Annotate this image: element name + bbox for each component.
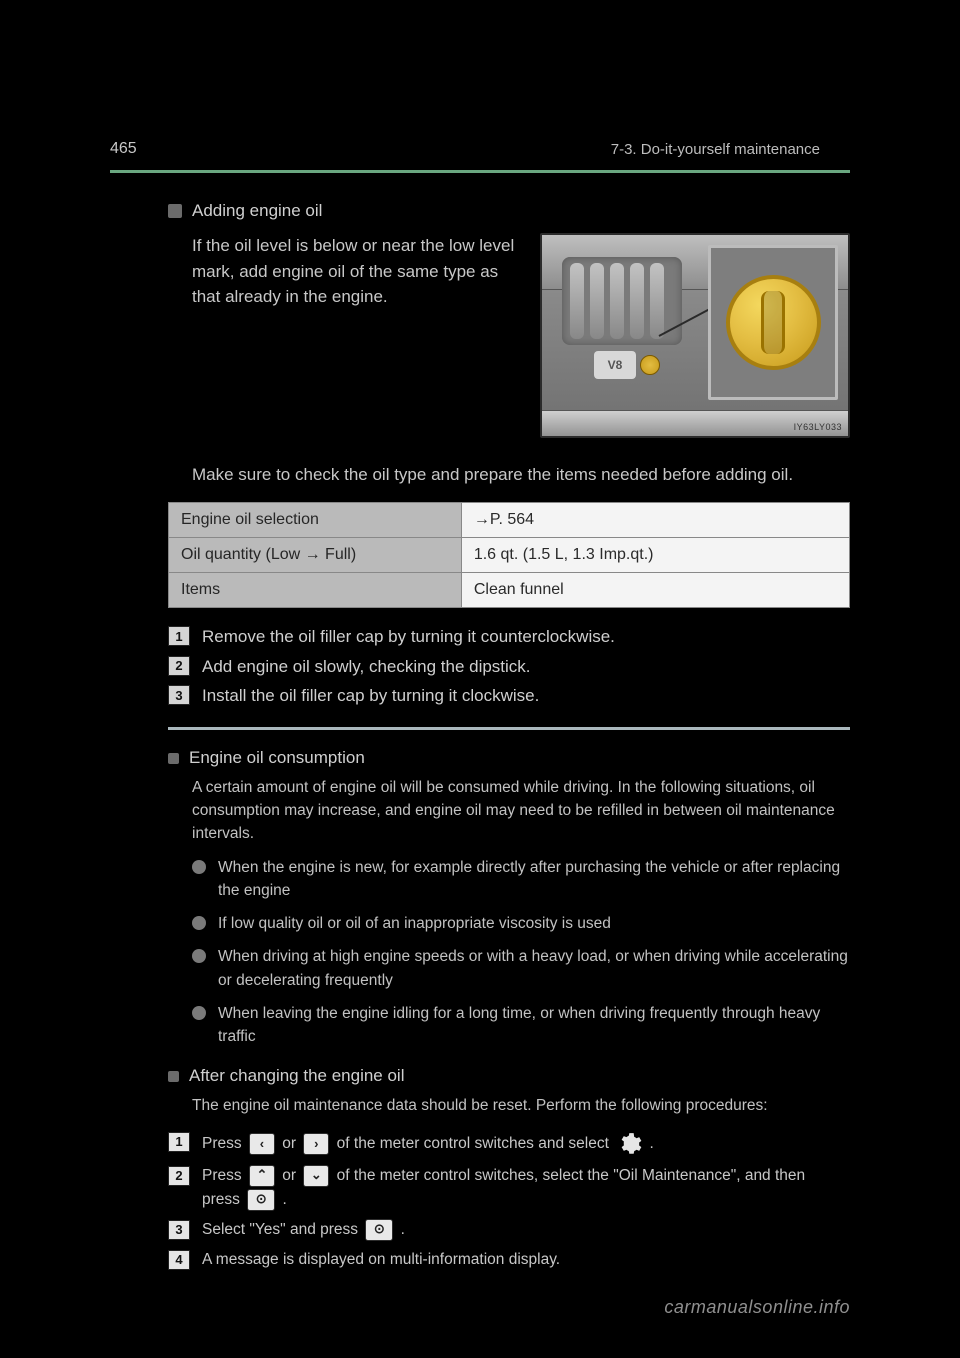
breadcrumb: 7-3. Do-it-yourself maintenance	[611, 141, 820, 158]
bullet-text: When leaving the engine idling for a lon…	[218, 1002, 850, 1049]
reset-steps: 1 Press ‹ or › of the meter control swit…	[168, 1130, 850, 1272]
round-bullet-icon	[192, 916, 206, 930]
consumption-body: A certain amount of engine oil will be c…	[192, 776, 850, 1049]
footer-watermark: carmanualsonline.info	[664, 1297, 850, 1318]
step-text: Add engine oil slowly, checking the dips…	[202, 654, 531, 680]
step-text: Select "Yes" and press ⊙ .	[202, 1218, 405, 1242]
header-separator	[110, 170, 850, 173]
table-cell-value: Clean funnel	[461, 573, 849, 608]
step-row: 1 Remove the oil filler cap by turning i…	[168, 624, 850, 650]
oil-cap-callout	[708, 245, 838, 400]
step-number-icon: 1	[168, 1132, 190, 1152]
bullet-text: If low quality oil or oil of an inapprop…	[218, 912, 611, 935]
heading-text: After changing the engine oil	[189, 1066, 405, 1086]
heading-text: Engine oil consumption	[189, 748, 365, 768]
step-number-icon: 3	[168, 685, 190, 705]
bullet-row: If low quality oil or oil of an inapprop…	[192, 912, 850, 935]
step-number-icon: 2	[168, 656, 190, 676]
table-cell-value: 1.6 qt. (1.5 L, 1.3 Imp.qt.)	[461, 538, 849, 573]
v8-badge: V8	[594, 351, 636, 379]
bullet-text: When the engine is new, for example dire…	[218, 856, 850, 903]
bullet-text: When driving at high engine speeds or wi…	[218, 945, 850, 992]
gear-icon	[615, 1130, 643, 1158]
bullet-row: When the engine is new, for example dire…	[192, 856, 850, 903]
enter-button-icon: ⊙	[247, 1189, 275, 1211]
step-row: 1 Press ‹ or › of the meter control swit…	[168, 1130, 850, 1158]
step-row: 3 Install the oil filler cap by turning …	[168, 683, 850, 709]
step-number-icon: 4	[168, 1250, 190, 1270]
reset-intro: The engine oil maintenance data should b…	[192, 1094, 850, 1117]
heading-text: Adding engine oil	[192, 201, 322, 221]
step-number-icon: 3	[168, 1220, 190, 1240]
step-row: 2 Add engine oil slowly, checking the di…	[168, 654, 850, 680]
add-oil-body: If the oil level is below or near the lo…	[192, 233, 850, 438]
round-bullet-icon	[192, 949, 206, 963]
round-bullet-icon	[192, 1006, 206, 1020]
page-header: 465 7-3. Do-it-yourself maintenance	[110, 140, 850, 158]
oil-type-note: Make sure to check the oil type and prep…	[192, 462, 850, 488]
bullet-row: When driving at high engine speeds or wi…	[192, 945, 850, 992]
step-row: 2 Press ⌃ or ⌄ of the meter control swit…	[168, 1164, 850, 1212]
left-arrow-icon: ‹	[249, 1133, 275, 1155]
consumption-intro: A certain amount of engine oil will be c…	[192, 776, 850, 846]
table-cell-label: Engine oil selection	[169, 503, 462, 538]
page-number: 465	[110, 140, 137, 158]
down-arrow-icon: ⌄	[303, 1165, 329, 1187]
section-reset: After changing the engine oil	[168, 1066, 850, 1086]
table-cell-value: →P. 564	[461, 503, 849, 538]
section-heading-reset: After changing the engine oil	[168, 1066, 850, 1086]
table-row: Engine oil selection →P. 564	[169, 503, 850, 538]
engine-illustration: V8 IY63LY033	[540, 233, 850, 438]
square-bullet-icon	[168, 753, 179, 764]
image-reference-code: IY63LY033	[794, 422, 842, 432]
step-row: 4 A message is displayed on multi-inform…	[168, 1248, 850, 1272]
square-bullet-icon	[168, 1071, 179, 1082]
right-arrow-icon: ›	[303, 1133, 329, 1155]
table-cell-label: Oil quantity (Low → Full)	[169, 538, 462, 573]
up-arrow-icon: ⌃	[249, 1165, 275, 1187]
step-row: 3 Select "Yes" and press ⊙ .	[168, 1218, 850, 1242]
section-consumption: Engine oil consumption	[168, 748, 850, 768]
step-text: A message is displayed on multi-informat…	[202, 1248, 560, 1272]
step-text: Press ⌃ or ⌄ of the meter control switch…	[202, 1164, 805, 1212]
enter-button-icon: ⊙	[365, 1219, 393, 1241]
oil-spec-table: Engine oil selection →P. 564 Oil quantit…	[168, 502, 850, 608]
square-bullet-icon	[168, 204, 182, 218]
step-text: Install the oil filler cap by turning it…	[202, 683, 539, 709]
section-divider	[168, 727, 850, 730]
manual-page: 465 7-3. Do-it-yourself maintenance Addi…	[0, 0, 960, 1358]
step-number-icon: 1	[168, 626, 190, 646]
section-heading-add-oil: Adding engine oil	[168, 201, 850, 221]
oil-cap-small-icon	[640, 355, 660, 375]
add-oil-paragraph: If the oil level is below or near the lo…	[192, 233, 520, 310]
step-text: Remove the oil filler cap by turning it …	[202, 624, 615, 650]
step-number-icon: 2	[168, 1166, 190, 1186]
two-column-layout: If the oil level is below or near the lo…	[192, 233, 850, 438]
table-row: Oil quantity (Low → Full) 1.6 qt. (1.5 L…	[169, 538, 850, 573]
section-heading-consumption: Engine oil consumption	[168, 748, 850, 768]
table-cell-label: Items	[169, 573, 462, 608]
oil-cap-icon	[726, 275, 821, 370]
add-oil-steps: 1 Remove the oil filler cap by turning i…	[168, 624, 850, 709]
table-row: Items Clean funnel	[169, 573, 850, 608]
bullet-row: When leaving the engine idling for a lon…	[192, 1002, 850, 1049]
step-text: Press ‹ or › of the meter control switch…	[202, 1130, 654, 1158]
round-bullet-icon	[192, 860, 206, 874]
